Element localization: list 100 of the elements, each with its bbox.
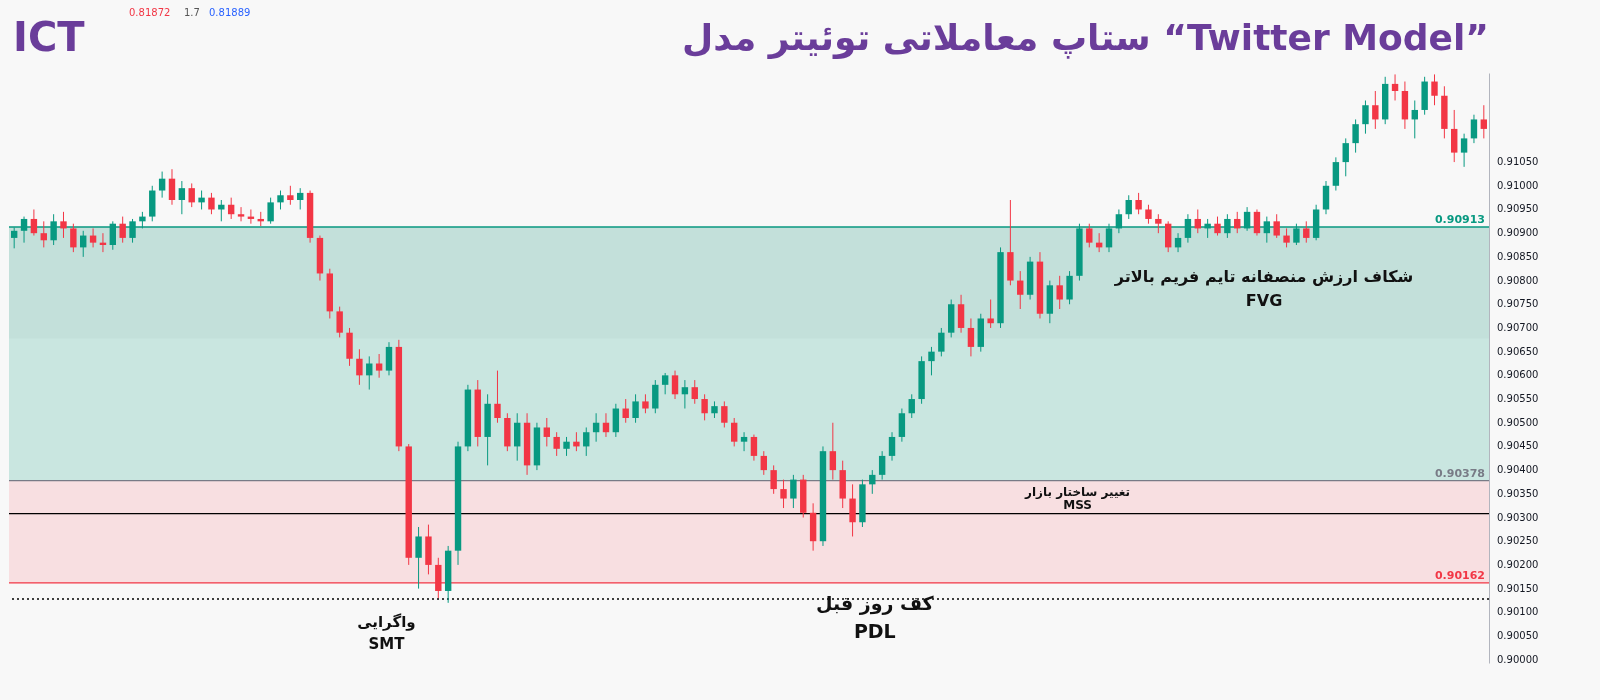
candlestick: [612, 403, 620, 438]
candlestick: [701, 393, 708, 421]
candlestick: [1214, 216, 1221, 237]
candlestick: [1451, 109, 1458, 163]
candlestick: [1135, 192, 1142, 215]
y-tick-label: 0.90100: [1497, 606, 1539, 618]
y-tick-label: 0.90550: [1497, 393, 1539, 405]
candlestick: [681, 379, 689, 410]
candlestick: [691, 379, 698, 405]
candlestick: [1273, 213, 1280, 239]
candlestick: [1125, 194, 1132, 220]
annotation: PDL: [853, 619, 896, 642]
y-tick-label: 0.90450: [1497, 440, 1539, 452]
candlestick: [188, 182, 195, 208]
candlestick: [543, 417, 551, 447]
candlestick: [583, 426, 590, 457]
text: 0.81889: [209, 7, 251, 18]
candlestick: [642, 393, 649, 414]
y-tick-label: 0.90050: [1497, 629, 1539, 641]
candlestick: [1391, 73, 1399, 101]
candlestick: [849, 483, 856, 537]
candlestick: [888, 431, 896, 462]
candlestick: [356, 348, 363, 386]
candlestick: [366, 355, 373, 391]
candlestick: [967, 317, 975, 357]
annotation: کف روز قبل: [815, 592, 935, 615]
candlestick: [661, 372, 669, 395]
candlestick: [119, 216, 126, 244]
candlestick: [553, 431, 560, 457]
y-tick-label: 0.91000: [1497, 179, 1539, 191]
y-tick-label: 0.90900: [1497, 227, 1539, 239]
candlestick: [760, 450, 767, 476]
y-tick-label: 0.90950: [1497, 203, 1539, 215]
candlestick: [829, 422, 837, 481]
candlestick: [1480, 104, 1488, 139]
candlestick: [780, 479, 787, 509]
candlestick: [878, 450, 886, 481]
candlestick: [1431, 73, 1438, 106]
candlestick: [385, 341, 393, 376]
candlestick: [297, 187, 304, 210]
y-tick-label: 0.90300: [1497, 511, 1539, 523]
candlestick: [928, 346, 935, 376]
candlestick: [514, 412, 521, 462]
candlestick: [1470, 114, 1478, 144]
y-tick-label: 0.90500: [1497, 416, 1539, 428]
candlestick: [1017, 270, 1024, 310]
candlestick: [336, 306, 343, 338]
ref-line-label: 0.90162: [1434, 568, 1485, 582]
y-tick-label: 0.90650: [1497, 345, 1539, 357]
candlestick: [1342, 137, 1349, 177]
y-tick-label: 0.90150: [1497, 582, 1539, 594]
candlestick: [671, 370, 679, 400]
candlestick: [89, 227, 97, 248]
candlestick: [652, 379, 659, 414]
candlestick: [494, 370, 501, 424]
candlestick: [770, 464, 777, 495]
y-tick-label: 0.90750: [1497, 298, 1539, 310]
candlestick: [1253, 208, 1261, 237]
candlestick: [1332, 156, 1340, 192]
candlestick: [375, 353, 383, 379]
y-tick-label: 0.90700: [1497, 321, 1539, 333]
candlestick: [1303, 220, 1310, 244]
candlestick: [1066, 270, 1073, 305]
annotation: FVG: [1245, 290, 1283, 310]
candlestick: [563, 436, 570, 457]
candlestick: [1145, 204, 1152, 225]
candlestick: [168, 168, 176, 206]
candlestick: [218, 199, 225, 222]
candlestick: [208, 192, 215, 215]
candlestick: [277, 190, 284, 210]
candlestick: [731, 417, 738, 447]
ref-line-label: 0.90378: [1434, 466, 1485, 480]
y-tick-label: 0.90800: [1497, 274, 1539, 286]
candlestick: [267, 197, 274, 225]
y-tick-label: 0.90400: [1497, 464, 1539, 476]
candlestick: [750, 434, 758, 462]
candlestick: [573, 431, 580, 452]
candlestick: [1056, 275, 1063, 310]
candlestick: [178, 180, 186, 215]
annotation: تغییر ساختار بازار: [1024, 484, 1131, 499]
annotation: واگرایی: [357, 612, 416, 631]
candlestick: [790, 474, 797, 509]
candlestick: [1164, 220, 1172, 253]
candlestick: [415, 526, 422, 590]
text: ICT: [13, 14, 86, 60]
candlestick: [198, 190, 205, 210]
text: 1.7: [184, 7, 200, 18]
text: 0.81872: [129, 7, 171, 18]
candlestick: [1086, 223, 1093, 248]
annotation: SMT: [368, 635, 406, 654]
y-tick-label: 0.91050: [1497, 156, 1539, 168]
candlestick: [957, 294, 965, 334]
annotation: شکاف ارزش منصفانه تایم فریم بالاتر: [1113, 266, 1414, 286]
candlestick: [287, 185, 294, 206]
candlestick: [740, 431, 748, 452]
y-tick-label: 0.90250: [1497, 535, 1539, 547]
candlestick: [1283, 227, 1290, 248]
candlestick: [70, 223, 77, 253]
chart-title: ستاپ معاملاتی توئیتر مدل “Twitter Model”: [681, 17, 1489, 59]
y-tick-label: 0.90850: [1497, 250, 1539, 262]
